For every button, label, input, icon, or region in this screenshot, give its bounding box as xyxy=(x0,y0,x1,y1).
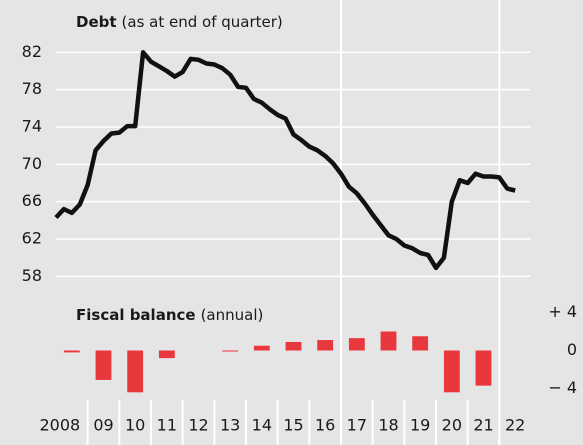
bar xyxy=(222,350,239,352)
bar xyxy=(285,341,302,351)
y-tick-label: 78 xyxy=(22,79,42,98)
x-tick-label: 09 xyxy=(93,416,113,435)
bar xyxy=(475,350,492,386)
chart-title: Debt (as at end of quarter) xyxy=(76,13,283,31)
y2-tick-label: + 4 xyxy=(548,302,577,321)
x-tick-label: 12 xyxy=(188,416,208,435)
x-tick-label: 13 xyxy=(220,416,240,435)
chart-title: Fiscal balance (annual) xyxy=(76,306,263,324)
y-tick-label: 70 xyxy=(22,154,42,173)
x-tick-label: 19 xyxy=(410,416,430,435)
bar xyxy=(63,350,80,353)
bar xyxy=(95,350,112,380)
y-tick-label: 66 xyxy=(22,191,42,210)
bar xyxy=(380,331,397,351)
bar xyxy=(317,340,334,351)
bar xyxy=(158,350,175,359)
x-tick-label: 17 xyxy=(347,416,367,435)
x-tick-label: 15 xyxy=(283,416,303,435)
bar xyxy=(253,345,270,351)
y-tick-label: 58 xyxy=(22,266,42,285)
y2-tick-label: − 4 xyxy=(548,378,577,397)
x-tick-label: 2008 xyxy=(39,416,80,435)
x-tick-label: 10 xyxy=(125,416,145,435)
layer xyxy=(54,50,516,271)
layer: 58 62 66 70 74 78 82 + 4 0 − 4 2008 09 10 11 12 13 14 15 1… xyxy=(22,0,577,445)
bar xyxy=(412,336,429,351)
x-tick-label: 14 xyxy=(252,416,272,435)
title: Debt xyxy=(76,13,117,31)
x-tick-label: 16 xyxy=(315,416,335,435)
bar xyxy=(127,350,144,393)
bar xyxy=(443,350,460,393)
y2-tick-label: 0 xyxy=(567,340,577,359)
y-tick-label: 82 xyxy=(22,42,42,61)
x-tick-label: 18 xyxy=(378,416,398,435)
x-tick-label: 22 xyxy=(505,416,525,435)
debt-line xyxy=(54,50,516,271)
x-tick-label: 21 xyxy=(473,416,493,435)
title: Fiscal balance xyxy=(76,306,196,324)
y-tick-label: 62 xyxy=(22,229,42,248)
x-tick-label: 11 xyxy=(157,416,177,435)
subtitle: (as at end of quarter) xyxy=(122,13,283,31)
y-tick-label: 74 xyxy=(22,117,42,136)
x-tick-label: 20 xyxy=(442,416,462,435)
bar xyxy=(348,338,365,351)
subtitle: (annual) xyxy=(201,306,264,324)
